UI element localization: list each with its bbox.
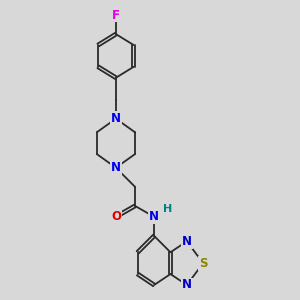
Text: O: O <box>111 210 121 223</box>
Text: N: N <box>182 278 192 292</box>
Text: F: F <box>112 8 120 22</box>
Text: N: N <box>182 235 192 248</box>
Text: N: N <box>111 112 121 125</box>
Text: N: N <box>149 210 159 223</box>
Text: S: S <box>199 257 207 270</box>
Text: H: H <box>163 204 172 214</box>
Text: N: N <box>111 161 121 174</box>
